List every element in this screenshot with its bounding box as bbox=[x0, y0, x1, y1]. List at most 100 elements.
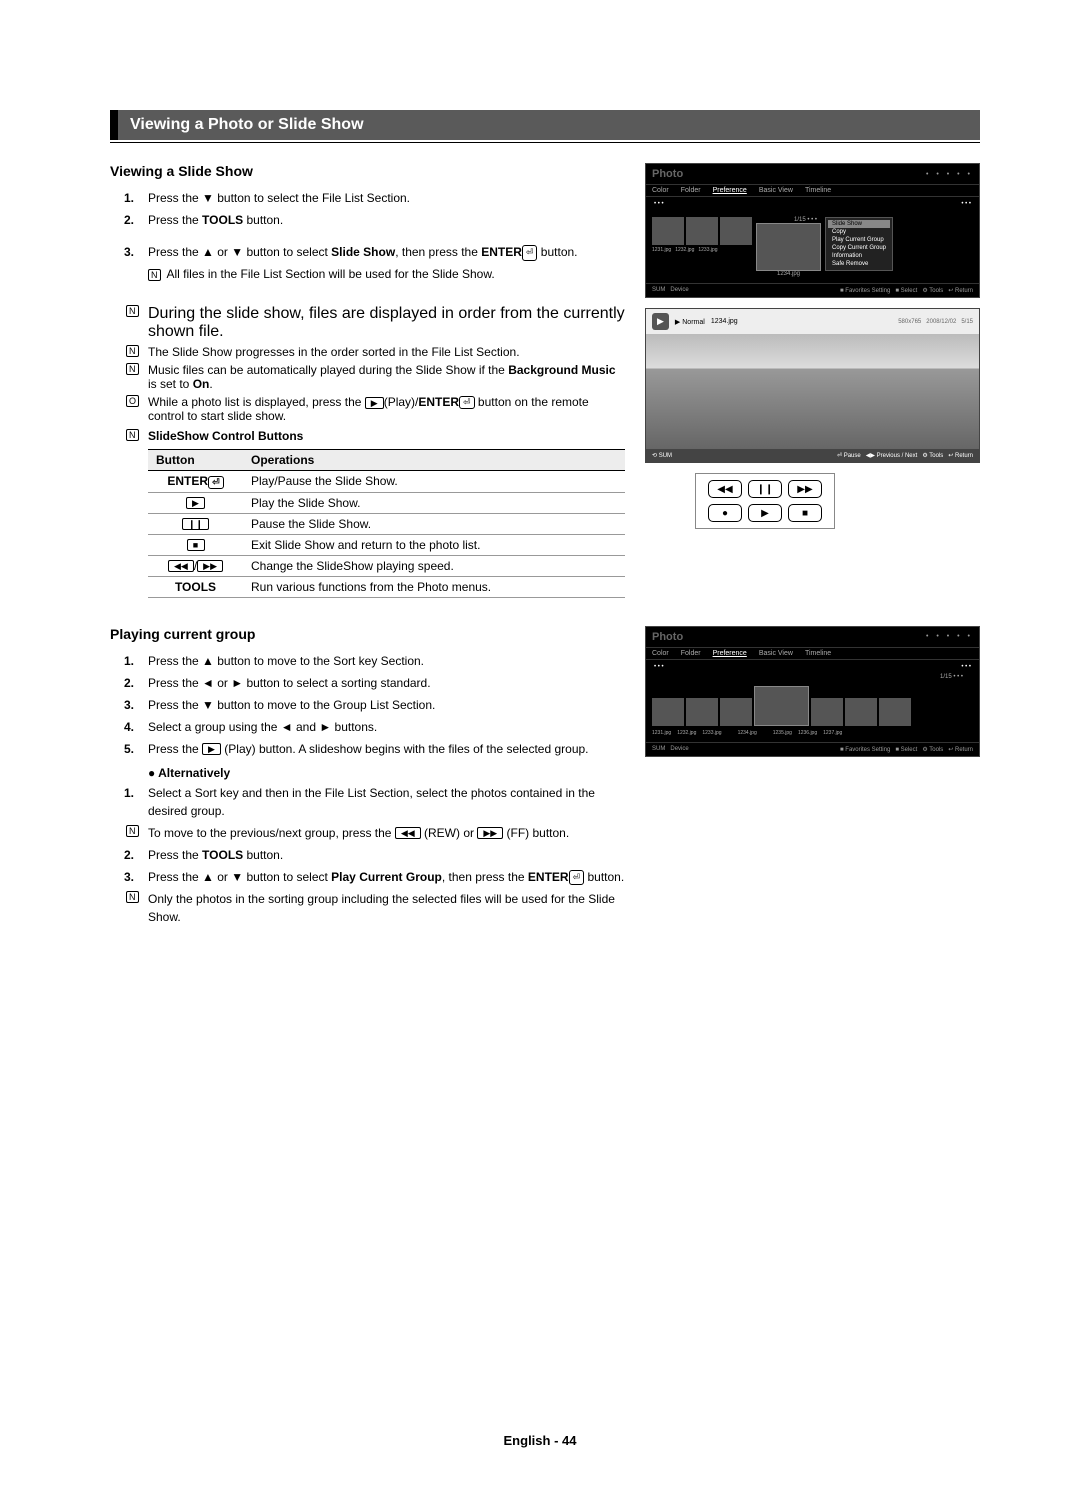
title-rule bbox=[110, 142, 980, 143]
remote-btn-play: ▶ bbox=[748, 504, 782, 522]
menu-item: Information bbox=[828, 252, 890, 260]
footer-item: Favorites Setting bbox=[845, 747, 890, 753]
note-text: Only the photos in the sorting group inc… bbox=[148, 892, 615, 924]
page-footer: English - 44 bbox=[0, 1433, 1080, 1448]
footer-item: Return bbox=[955, 288, 973, 294]
step-text: Press the ◄ or ► button to select a sort… bbox=[148, 676, 431, 690]
pb-res: 580x765 bbox=[898, 319, 921, 325]
subheading-viewing: Viewing a Slide Show bbox=[110, 163, 625, 179]
th-operations: Operations bbox=[243, 450, 625, 471]
thumb-label: 1231.jpg bbox=[652, 730, 671, 736]
controls-heading: SlideShow Control Buttons bbox=[148, 429, 303, 443]
tab: Preference bbox=[713, 650, 747, 657]
tab: Folder bbox=[681, 187, 701, 194]
playing-group-section: Playing current group 1.Press the ▲ butt… bbox=[110, 626, 980, 930]
screenshot-playback: ▶ ▶ Normal 1234.jpg 580x765 2008/12/02 5… bbox=[645, 308, 980, 463]
note-text: Music files can be automatically played … bbox=[148, 363, 616, 391]
remote-btn-rec: ● bbox=[708, 504, 742, 522]
footer-item: SUM bbox=[659, 453, 672, 459]
tab: Timeline bbox=[805, 650, 831, 657]
tab: Preference bbox=[713, 187, 747, 194]
cell-btn: TOOLS bbox=[148, 576, 243, 597]
footer-item: Tools bbox=[929, 453, 943, 459]
slide-show-section: Viewing a Slide Show 1.Press the ▼ butto… bbox=[110, 163, 980, 598]
cell-op: Exit Slide Show and return to the photo … bbox=[243, 534, 625, 555]
footer-item: Tools bbox=[929, 747, 943, 753]
tab: Folder bbox=[681, 650, 701, 657]
cell-op: Play the Slide Show. bbox=[243, 492, 625, 513]
step-text: Select a Sort key and then in the File L… bbox=[148, 786, 595, 818]
step-text: Press the TOOLS button. bbox=[148, 848, 283, 862]
pb-file: 1234.jpg bbox=[711, 318, 738, 325]
footer-item: Return bbox=[955, 747, 973, 753]
pb-idx: 5/15 bbox=[961, 319, 973, 325]
cell-btn: ◀◀/▶▶ bbox=[148, 555, 243, 576]
context-menu: Slide Show Copy Play Current Group Copy … bbox=[825, 217, 893, 271]
thumb-label: 1234.jpg bbox=[738, 730, 757, 736]
thumb-label: 1234.jpg bbox=[756, 271, 821, 277]
thumb bbox=[686, 698, 718, 726]
thumb bbox=[720, 217, 752, 245]
screenshot-photo-group: Photo • • • • • Color Folder Preference … bbox=[645, 626, 980, 757]
thumb-label: 1233.jpg bbox=[698, 247, 717, 253]
step-text: Press the ▶ (Play) button. A slideshow b… bbox=[148, 742, 589, 756]
menu-item: Copy bbox=[828, 228, 890, 236]
footer-item: Device bbox=[670, 746, 688, 752]
cell-op: Run various functions from the Photo men… bbox=[243, 576, 625, 597]
remote-btn-ff: ▶▶ bbox=[788, 480, 822, 498]
ss-title: Photo bbox=[652, 168, 683, 180]
footer-item: Select bbox=[901, 288, 918, 294]
steps-2: 1.Press the ▲ button to move to the Sort… bbox=[110, 652, 625, 758]
footer-item: Device bbox=[670, 287, 688, 293]
note-text: During the slide show, files are display… bbox=[148, 305, 625, 340]
menu-item: Safe Remove bbox=[828, 260, 890, 268]
step-text: Press the TOOLS button. bbox=[148, 213, 283, 227]
remote-btn-pause: ❙❙ bbox=[748, 480, 782, 498]
pb-date: 2008/12/02 bbox=[926, 319, 956, 325]
tab: Basic View bbox=[759, 650, 793, 657]
footer-item: SUM bbox=[652, 287, 665, 293]
footer-item: Pause bbox=[844, 453, 861, 459]
subheading-playing: Playing current group bbox=[110, 626, 625, 642]
tab: Basic View bbox=[759, 187, 793, 194]
menu-item: Play Current Group bbox=[828, 236, 890, 244]
cell-op: Play/Pause the Slide Show. bbox=[243, 471, 625, 492]
tip-text: While a photo list is displayed, press t… bbox=[148, 395, 589, 423]
steps-1: 1.Press the ▼ button to select the File … bbox=[110, 189, 625, 283]
tab: Timeline bbox=[805, 187, 831, 194]
thumb-label: 1233.jpg bbox=[702, 730, 721, 736]
remote-btn-rew: ◀◀ bbox=[708, 480, 742, 498]
thumb-label: 1235.jpg bbox=[773, 730, 792, 736]
menu-item: Copy Current Group bbox=[828, 244, 890, 252]
screenshot-photo-menu: Photo • • • • • Color Folder Preference … bbox=[645, 163, 980, 298]
tab: Color bbox=[652, 187, 669, 194]
notes-block: NDuring the slide show, files are displa… bbox=[110, 305, 625, 598]
menu-item: Slide Show bbox=[828, 220, 890, 228]
thumb bbox=[845, 698, 877, 726]
step-text: Press the ▲ button to move to the Sort k… bbox=[148, 654, 424, 668]
pb-image bbox=[646, 334, 979, 449]
alt-steps: 1.Select a Sort key and then in the File… bbox=[110, 784, 625, 926]
step-text: Press the ▼ button to select the File Li… bbox=[148, 191, 410, 205]
remote-btn-stop: ■ bbox=[788, 504, 822, 522]
thumb-label: 1231.jpg bbox=[652, 247, 671, 253]
thumb-label: 1232.jpg bbox=[675, 247, 694, 253]
thumb bbox=[811, 698, 843, 726]
thumb bbox=[652, 698, 684, 726]
thumb-label: 1236.jpg bbox=[798, 730, 817, 736]
th-button: Button bbox=[148, 450, 243, 471]
cell-op: Pause the Slide Show. bbox=[243, 513, 625, 534]
ss-title: Photo bbox=[652, 631, 683, 643]
footer-item: Tools bbox=[929, 288, 943, 294]
thumb bbox=[879, 698, 911, 726]
cell-btn: ■ bbox=[148, 534, 243, 555]
pb-mode: ▶ Normal bbox=[675, 318, 705, 326]
thumb bbox=[652, 217, 684, 245]
footer-item: SUM bbox=[652, 746, 665, 752]
note-text: The Slide Show progresses in the order s… bbox=[148, 345, 520, 359]
thumb bbox=[686, 217, 718, 245]
play-icon: ▶ bbox=[652, 313, 669, 330]
cell-op: Change the SlideShow playing speed. bbox=[243, 555, 625, 576]
footer-item: Select bbox=[901, 747, 918, 753]
section-title: Viewing a Photo or Slide Show bbox=[110, 110, 980, 140]
